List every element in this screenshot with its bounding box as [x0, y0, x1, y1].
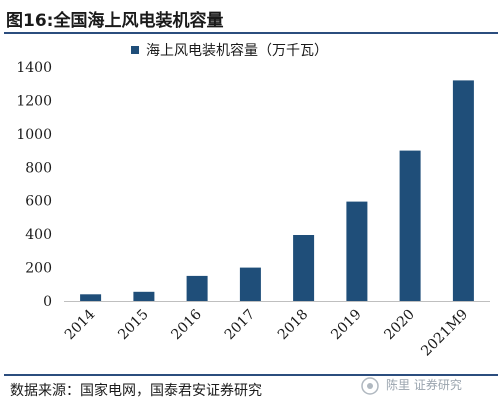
x-tick-label: 2019	[328, 307, 365, 344]
x-axis: 2014 2015 2016 2017 2018 2019 2020 2021M9	[62, 306, 471, 359]
source-note: 数据来源：国家电网，国泰君安证券研究	[10, 383, 262, 399]
bar-chart: 海上风电装机容量（万千瓦） 0200400600800100012001400 …	[16, 42, 490, 359]
bar-2018	[293, 235, 315, 301]
y-tick-label: 0	[43, 294, 52, 310]
bar-2019	[346, 201, 368, 301]
x-tick-label: 2021M9	[418, 307, 471, 360]
x-tick-label: 2016	[168, 306, 205, 343]
y-axis: 0 200 400 600 800 1000 1200 1400	[16, 60, 52, 310]
y-tick-label: 200	[25, 261, 52, 277]
bar-2014	[80, 294, 102, 301]
y-tick-label: 1200	[16, 93, 52, 109]
bars	[80, 80, 474, 302]
figure-title: 图16:全国海上风电装机容量	[6, 11, 224, 31]
y-tick-label: 1000	[16, 127, 52, 143]
legend-label: 海上风电装机容量（万千瓦）	[146, 42, 328, 59]
y-tick-label: 400	[25, 227, 52, 243]
source-rule	[4, 374, 498, 376]
bar-2017	[239, 267, 261, 301]
x-tick-label: 2020	[381, 307, 418, 344]
watermark-text: 陈里 证券研究	[386, 378, 462, 392]
x-tick-label: 2015	[115, 307, 152, 344]
bar-2021M9	[452, 80, 474, 302]
watermark-logo-icon	[361, 377, 379, 395]
title-bar: 图16:全国海上风电装机容量	[4, 4, 498, 34]
y-tick-label: 800	[25, 160, 52, 176]
y-tick-label: 1400	[16, 60, 52, 76]
y-tick-label: 600	[25, 194, 52, 210]
x-tick-label: 2018	[275, 307, 312, 344]
x-tick-label: 2017	[222, 307, 259, 344]
bar-2015	[133, 291, 155, 301]
legend-swatch	[131, 46, 139, 54]
bar-2020	[399, 150, 421, 301]
x-tick-label: 2014	[62, 306, 99, 343]
legend: 海上风电装机容量（万千瓦）	[131, 42, 328, 59]
bar-2016	[186, 275, 208, 301]
